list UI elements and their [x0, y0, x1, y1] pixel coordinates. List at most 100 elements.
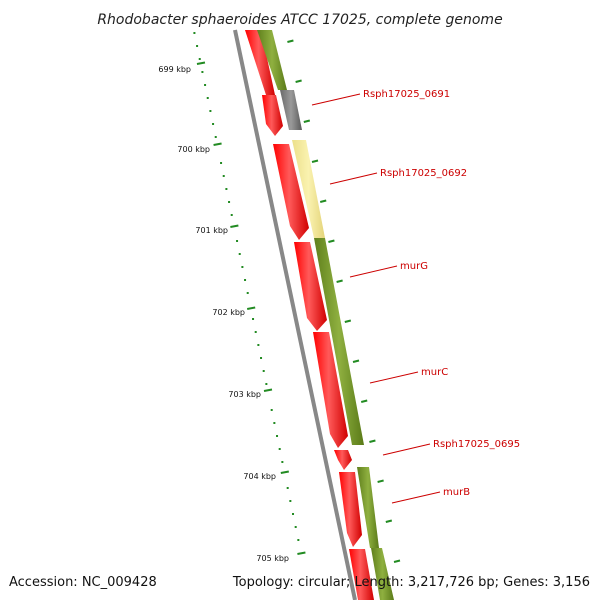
minor-tick	[201, 71, 204, 73]
cds-arrow	[245, 30, 275, 95]
backbone-line	[233, 29, 357, 600]
topology-text: Topology: circular; Length: 3,217,726 bp…	[232, 575, 590, 590]
outer-tick	[311, 159, 319, 163]
leader-line	[349, 265, 398, 278]
minor-tick	[220, 162, 223, 164]
leader-line	[311, 93, 361, 106]
major-tick	[213, 142, 222, 146]
gene-block	[371, 548, 394, 600]
minor-tick	[292, 513, 295, 515]
minor-tick	[228, 201, 231, 203]
minor-tick	[238, 253, 241, 255]
cds-arrow	[334, 450, 352, 470]
outer-tick	[352, 359, 360, 363]
major-tick	[263, 388, 273, 392]
outer-tick	[303, 119, 311, 123]
outer-tick	[360, 399, 368, 403]
minor-tick	[230, 214, 233, 216]
gene-block	[314, 238, 364, 445]
leader-line	[382, 443, 431, 456]
minor-tick	[198, 58, 201, 60]
gene-track	[257, 30, 394, 600]
minor-tick	[222, 175, 225, 177]
minor-tick	[193, 32, 196, 34]
minor-tick	[209, 110, 212, 112]
minor-tick	[244, 279, 247, 281]
cds-arrow	[339, 472, 362, 547]
minor-tick	[270, 409, 273, 411]
major-tick	[196, 61, 206, 65]
minor-tick	[214, 136, 217, 138]
minor-tick	[257, 344, 260, 346]
outer-tick	[369, 439, 376, 443]
minor-tick	[289, 500, 292, 502]
minor-tick	[252, 318, 255, 320]
minor-tick	[265, 383, 268, 385]
minor-tick	[276, 435, 279, 437]
leader-line	[369, 371, 419, 384]
minor-tick	[294, 526, 297, 528]
gene-label: murB	[443, 487, 470, 498]
cds-arrow	[262, 95, 283, 136]
minor-tick	[241, 266, 244, 268]
cds-arrow	[294, 242, 327, 331]
accession-text: Accession: NC_009428	[9, 575, 157, 590]
gene-labels: Rsph17025_0691 Rsph17025_0692 murG murC …	[311, 89, 520, 504]
outer-tick	[287, 39, 294, 43]
minor-tick	[246, 292, 249, 294]
minor-tick	[206, 97, 209, 99]
outer-tick	[344, 319, 352, 323]
gene-label: murG	[400, 261, 428, 272]
outer-tick	[328, 239, 335, 243]
tick-label: 699 kbp	[158, 65, 191, 74]
tick-ruler	[193, 32, 306, 555]
major-tick	[247, 306, 256, 310]
cds-track	[245, 30, 374, 600]
outer-tick	[295, 79, 302, 83]
gene-block	[280, 90, 302, 130]
minor-tick	[273, 422, 276, 424]
outer-ticks	[287, 39, 401, 563]
minor-tick	[212, 123, 215, 125]
minor-tick	[297, 539, 300, 541]
outer-tick	[319, 199, 327, 203]
minor-tick	[286, 487, 289, 489]
tick-label: 704 kbp	[243, 472, 276, 481]
outer-tick	[377, 479, 384, 483]
outer-tick	[336, 279, 343, 283]
gene-label: Rsph17025_0691	[363, 89, 450, 100]
minor-tick	[278, 448, 281, 450]
major-tick	[230, 224, 239, 228]
cds-arrow	[313, 332, 348, 448]
minor-tick	[254, 331, 257, 333]
major-tick	[297, 551, 306, 555]
minor-tick	[225, 188, 228, 190]
minor-tick	[196, 45, 199, 47]
leader-line	[329, 172, 378, 185]
gene-label: Rsph17025_0695	[433, 439, 520, 450]
outer-tick	[393, 559, 401, 563]
tick-labels: 699 kbp 700 kbp 701 kbp 702 kbp 703 kbp …	[158, 65, 289, 563]
gene-label: murC	[421, 367, 448, 378]
tick-label: 700 kbp	[177, 145, 210, 154]
leader-line	[391, 491, 441, 504]
minor-tick	[260, 357, 263, 359]
gene-block	[292, 140, 325, 238]
cds-arrow	[273, 144, 309, 240]
minor-tick	[262, 370, 265, 372]
gene-block	[357, 467, 379, 548]
major-tick	[280, 470, 289, 474]
tick-label: 702 kbp	[212, 308, 245, 317]
gene-block	[257, 30, 287, 90]
minor-tick	[236, 240, 239, 242]
tick-label: 705 kbp	[256, 554, 289, 563]
cds-arrow	[349, 549, 374, 600]
minor-tick	[204, 84, 207, 86]
tick-label: 703 kbp	[228, 390, 261, 399]
minor-tick	[281, 461, 284, 463]
map-title: Rhodobacter sphaeroides ATCC 17025, comp…	[97, 12, 502, 28]
tick-label: 701 kbp	[195, 226, 228, 235]
gene-label: Rsph17025_0692	[380, 168, 467, 179]
outer-tick	[385, 519, 393, 523]
